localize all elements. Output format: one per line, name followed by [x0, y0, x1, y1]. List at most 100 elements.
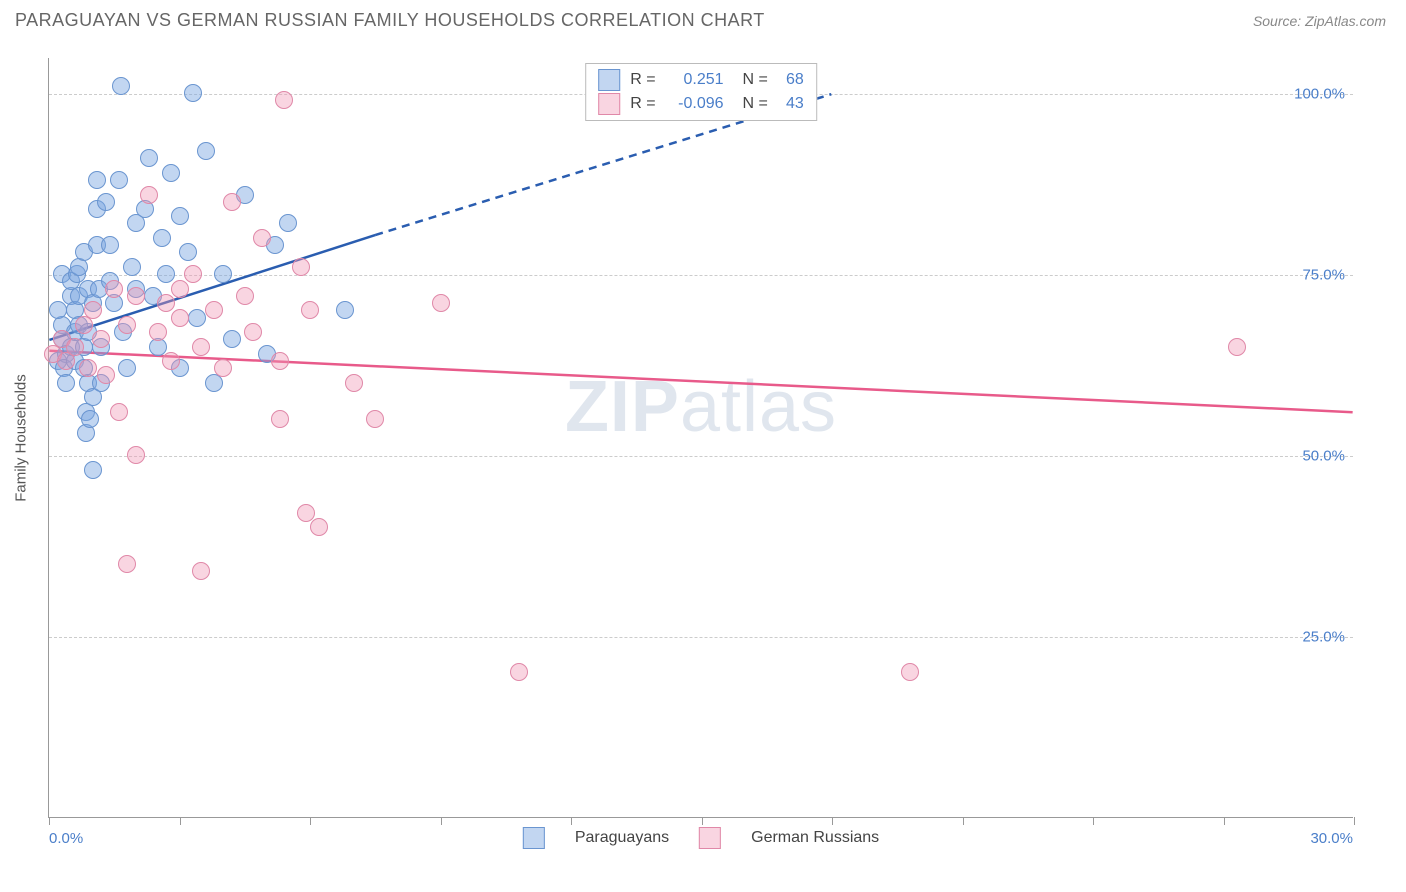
- data-point-series-1: [162, 164, 180, 182]
- stats-row-2: R = -0.096 N = 43: [598, 92, 804, 116]
- data-point-series-2: [253, 229, 271, 247]
- data-point-series-1: [57, 374, 75, 392]
- data-point-series-1: [184, 84, 202, 102]
- data-point-series-1: [140, 149, 158, 167]
- data-point-series-2: [236, 287, 254, 305]
- watermark-atlas: atlas: [680, 367, 837, 447]
- data-point-series-2: [214, 359, 232, 377]
- data-point-series-2: [275, 91, 293, 109]
- x-tick: [441, 817, 442, 825]
- data-point-series-2: [432, 294, 450, 312]
- data-point-series-1: [84, 461, 102, 479]
- data-point-series-1: [81, 410, 99, 428]
- x-tick: [1224, 817, 1225, 825]
- chart-title: PARAGUAYAN VS GERMAN RUSSIAN FAMILY HOUS…: [15, 10, 765, 31]
- y-tick-label: 25.0%: [1302, 629, 1345, 646]
- data-point-series-2: [66, 338, 84, 356]
- y-tick-label: 100.0%: [1294, 86, 1345, 103]
- stats-legend: R = 0.251 N = 68 R = -0.096 N = 43: [585, 63, 817, 121]
- data-point-series-1: [97, 193, 115, 211]
- data-point-series-2: [205, 301, 223, 319]
- data-point-series-1: [336, 301, 354, 319]
- data-point-series-2: [149, 323, 167, 341]
- r-value-2: -0.096: [662, 92, 724, 116]
- data-point-series-2: [97, 366, 115, 384]
- data-point-series-2: [271, 352, 289, 370]
- data-point-series-2: [162, 352, 180, 370]
- data-point-series-2: [157, 294, 175, 312]
- data-point-series-2: [92, 330, 110, 348]
- r-label-1: R =: [630, 68, 655, 92]
- data-point-series-1: [110, 171, 128, 189]
- data-point-series-1: [179, 243, 197, 261]
- data-point-series-1: [197, 142, 215, 160]
- data-point-series-1: [188, 309, 206, 327]
- legend-swatch-2: [699, 827, 721, 849]
- x-axis-label-max: 30.0%: [1310, 830, 1353, 847]
- data-point-series-2: [140, 186, 158, 204]
- swatch-series-2: [598, 93, 620, 115]
- x-tick: [310, 817, 311, 825]
- legend-label-2: German Russians: [751, 829, 879, 847]
- stats-row-1: R = 0.251 N = 68: [598, 68, 804, 92]
- r-label-2: R =: [630, 92, 655, 116]
- data-point-series-2: [510, 663, 528, 681]
- data-point-series-2: [105, 280, 123, 298]
- gridline: [49, 637, 1353, 638]
- data-point-series-1: [123, 258, 141, 276]
- data-point-series-2: [84, 301, 102, 319]
- data-point-series-1: [223, 330, 241, 348]
- data-point-series-1: [101, 236, 119, 254]
- y-tick-label: 50.0%: [1302, 448, 1345, 465]
- data-point-series-2: [345, 374, 363, 392]
- data-point-series-2: [192, 562, 210, 580]
- x-tick: [180, 817, 181, 825]
- data-point-series-1: [171, 207, 189, 225]
- y-axis-title: Family Households: [13, 374, 30, 502]
- data-point-series-2: [184, 265, 202, 283]
- data-point-series-2: [244, 323, 262, 341]
- x-tick: [1093, 817, 1094, 825]
- trend-lines: [49, 58, 1353, 817]
- x-tick: [571, 817, 572, 825]
- n-label-2: N =: [734, 92, 768, 116]
- data-point-series-2: [366, 410, 384, 428]
- data-point-series-1: [157, 265, 175, 283]
- x-tick: [702, 817, 703, 825]
- data-point-series-2: [310, 518, 328, 536]
- data-point-series-2: [110, 403, 128, 421]
- y-tick-label: 75.0%: [1302, 267, 1345, 284]
- data-point-series-1: [88, 171, 106, 189]
- n-value-1: 68: [774, 68, 804, 92]
- swatch-series-1: [598, 69, 620, 91]
- x-tick: [832, 817, 833, 825]
- data-point-series-2: [301, 301, 319, 319]
- gridline: [49, 275, 1353, 276]
- data-point-series-2: [223, 193, 241, 211]
- data-point-series-2: [127, 446, 145, 464]
- r-value-1: 0.251: [662, 68, 724, 92]
- data-point-series-2: [79, 359, 97, 377]
- data-point-series-2: [297, 504, 315, 522]
- data-point-series-1: [214, 265, 232, 283]
- data-point-series-2: [118, 555, 136, 573]
- data-point-series-2: [271, 410, 289, 428]
- data-point-series-2: [171, 280, 189, 298]
- series-legend: Paraguayans German Russians: [523, 827, 879, 849]
- chart-plot-area: Family Households 25.0%50.0%75.0%100.0% …: [48, 58, 1353, 818]
- x-tick: [49, 817, 50, 825]
- data-point-series-2: [127, 287, 145, 305]
- x-axis-label-min: 0.0%: [49, 830, 83, 847]
- data-point-series-1: [279, 214, 297, 232]
- data-point-series-2: [192, 338, 210, 356]
- legend-label-1: Paraguayans: [575, 829, 669, 847]
- n-value-2: 43: [774, 92, 804, 116]
- watermark: ZIPatlas: [565, 366, 837, 448]
- data-point-series-1: [49, 301, 67, 319]
- gridline: [49, 456, 1353, 457]
- x-tick: [963, 817, 964, 825]
- chart-source: Source: ZipAtlas.com: [1253, 13, 1386, 29]
- data-point-series-1: [153, 229, 171, 247]
- data-point-series-2: [118, 316, 136, 334]
- data-point-series-2: [292, 258, 310, 276]
